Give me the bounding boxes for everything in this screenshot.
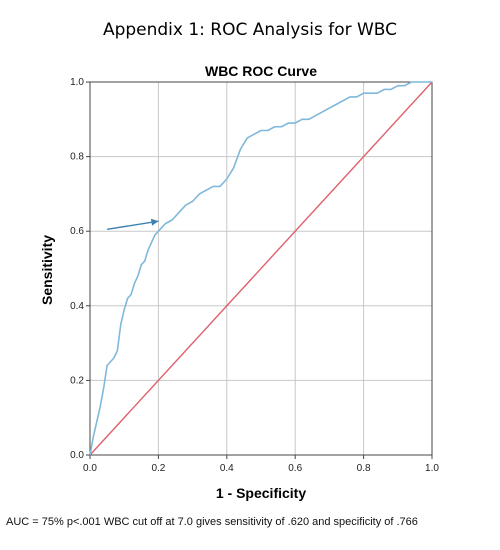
plot-frame (89, 81, 433, 456)
x-tick-labels: 0.0 0.2 0.4 0.6 0.8 1.0 (83, 455, 439, 474)
y-tick-labels: 0.0 0.2 0.4 0.6 0.8 1.0 (70, 77, 90, 461)
y-axis-label: Sensitivity (39, 235, 55, 305)
x-tick-label: 0.8 (357, 463, 371, 474)
x-tick-label: 0.0 (83, 463, 97, 474)
x-axis-label: 1 - Specificity (216, 485, 306, 501)
y-tick-label: 0.4 (70, 301, 84, 312)
reference-diagonal-line (89, 81, 433, 456)
x-tick-label: 0.2 (151, 463, 165, 474)
cutoff-arrow-head (150, 218, 159, 226)
x-tick-label: 1.0 (425, 463, 439, 474)
roc-curve-group (89, 81, 432, 456)
x-tick-label: 0.6 (288, 463, 302, 474)
y-tick-label: 1.0 (70, 77, 84, 88)
x-tick-label: 0.4 (220, 463, 234, 474)
grid-lines (90, 82, 432, 455)
y-tick-label: 0.0 (70, 450, 84, 461)
cutoff-arrow-shaft (106, 220, 159, 231)
y-tick-label: 0.8 (70, 152, 84, 163)
footnote: AUC = 75% p<.001 WBC cut off at 7.0 give… (6, 516, 418, 528)
page-title: Appendix 1: ROC Analysis for WBC (102, 20, 398, 40)
roc-curve-line (89, 81, 432, 456)
annotation-group (106, 218, 159, 231)
chart-title: WBC ROC Curve (205, 63, 317, 79)
reference-line-group (89, 81, 433, 456)
y-tick-label: 0.6 (70, 226, 84, 237)
y-tick-label: 0.2 (70, 375, 84, 386)
